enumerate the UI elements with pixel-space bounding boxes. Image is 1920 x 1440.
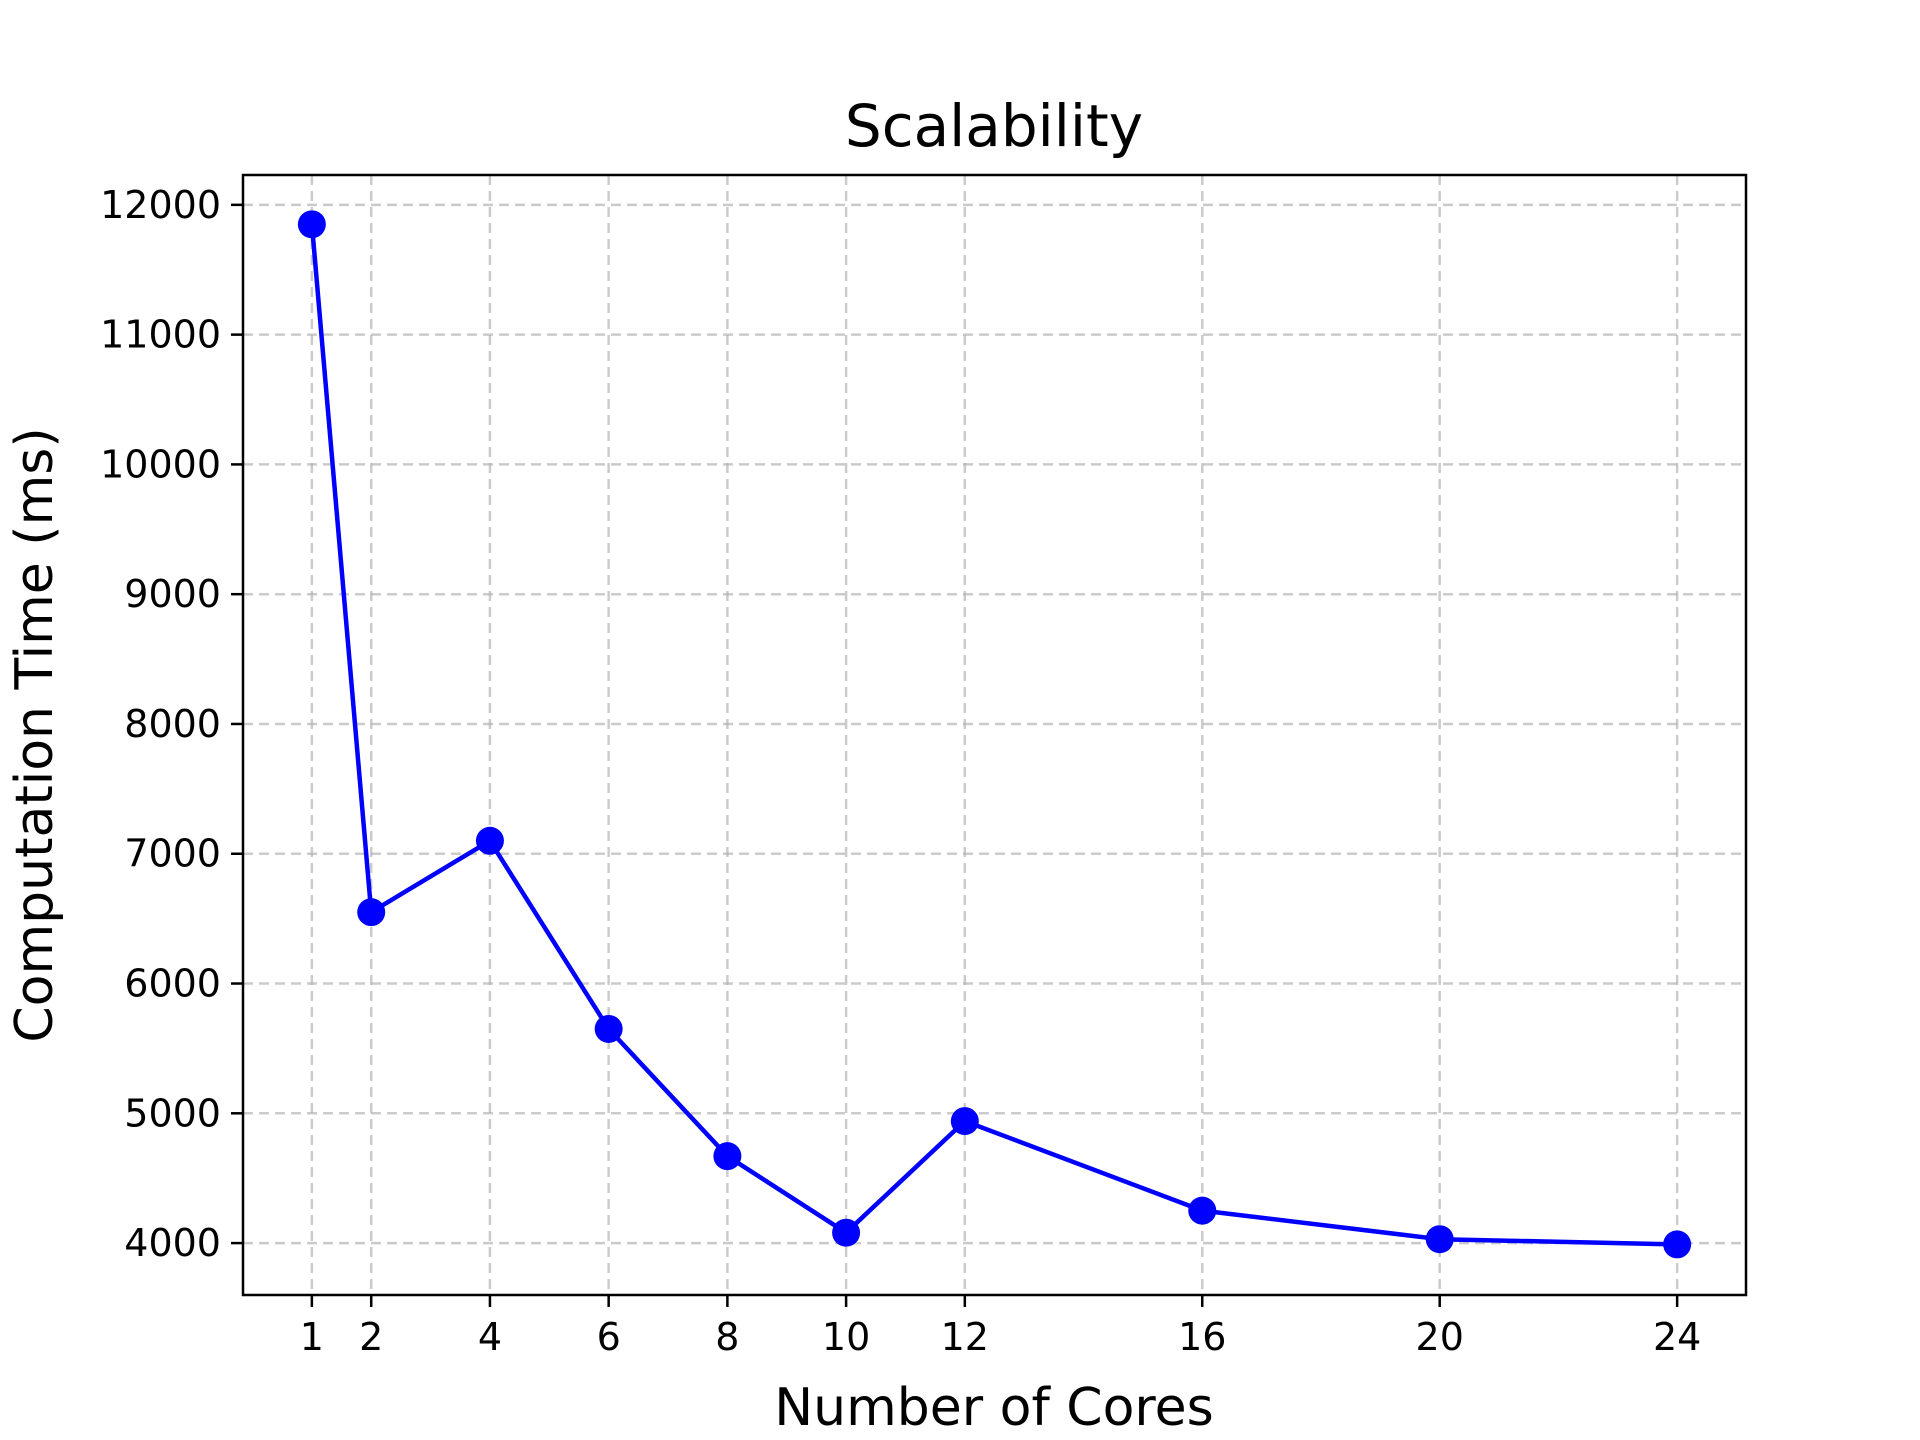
x-tick-label: 16 [1178,1315,1226,1359]
y-tick-label: 6000 [124,962,221,1006]
y-tick-label: 4000 [124,1221,221,1265]
y-tick-label: 8000 [124,702,221,746]
series-line [309,224,1678,1247]
data-point [1188,1196,1217,1225]
x-tick-label: 24 [1653,1315,1701,1359]
data-point [832,1218,861,1247]
y-axis-label: Computation Time (ms) [5,427,65,1042]
x-tick-label: 10 [822,1315,870,1359]
x-tick-label: 12 [941,1315,989,1359]
data-point [357,898,386,927]
x-tick-label: 20 [1416,1315,1464,1359]
data-point [950,1107,979,1136]
x-tick-label: 4 [478,1315,502,1359]
y-tick-label: 5000 [124,1091,221,1135]
y-tick-label: 9000 [124,572,221,616]
y-tick-label: 7000 [124,832,221,876]
x-tick-label: 6 [597,1315,621,1359]
x-tick-label: 2 [359,1315,383,1359]
data-point [713,1142,742,1171]
data-point [1425,1225,1454,1254]
series-layer [297,210,1692,1259]
y-tick-label: 10000 [100,442,221,486]
data-point [1663,1230,1692,1259]
axis-ticks: 1 2 4 6 8 10 12 16 20 244000500060007000800090001… [100,183,1701,1359]
x-tick-label: 8 [715,1315,739,1359]
data-point [594,1014,623,1043]
chart-title: Scalability [845,92,1143,160]
data-point [475,826,504,855]
x-tick-label: 1 [300,1315,324,1359]
plot-frame [241,173,1748,1297]
x-axis-label: Number of Cores [774,1378,1214,1438]
data-point [297,210,326,239]
y-tick-label: 12000 [100,183,221,227]
y-tick-label: 11000 [100,313,221,357]
